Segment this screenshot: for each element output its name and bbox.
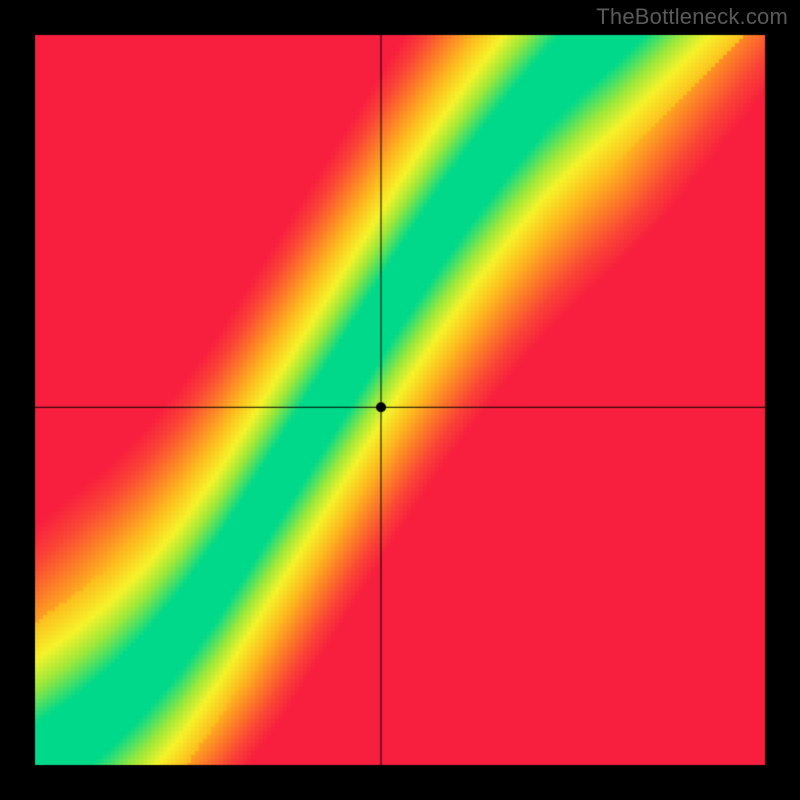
watermark-text: TheBottleneck.com (596, 4, 788, 30)
chart-container: TheBottleneck.com (0, 0, 800, 800)
heatmap-canvas (0, 0, 800, 800)
